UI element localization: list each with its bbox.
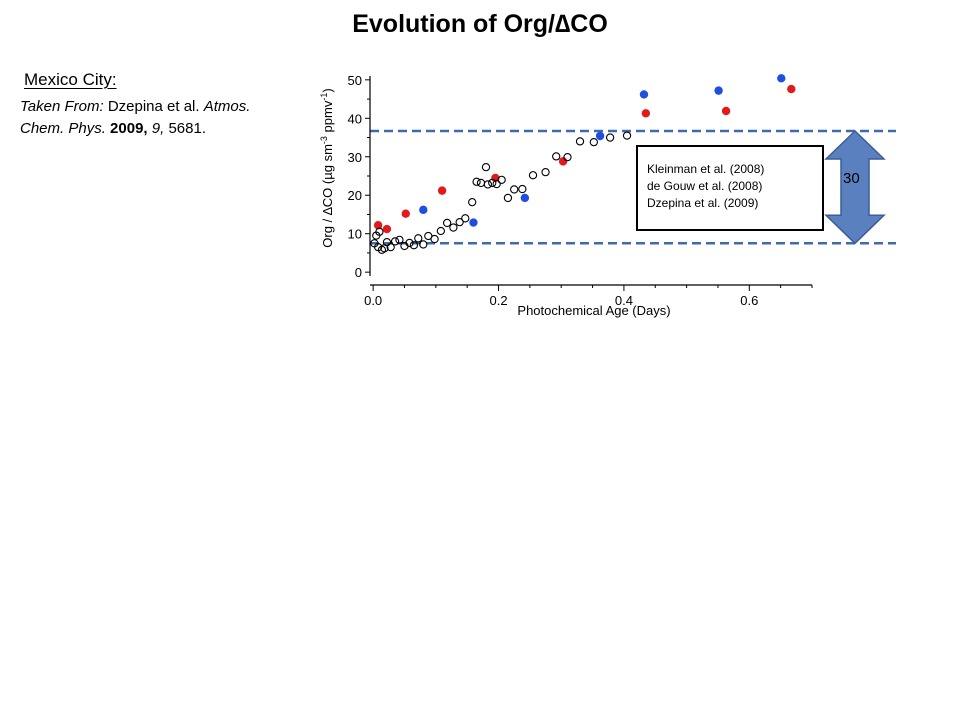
open-data-point bbox=[476, 178, 486, 188]
legend: Kleinman et al. (2008) de Gouw et al. (2… bbox=[636, 145, 824, 231]
open-data-point bbox=[528, 171, 538, 180]
chart-axes: 0 10 20 30 40 50 0.0 0.2 0.4 0.6 Photochemical Age… bbox=[319, 73, 813, 318]
open-data-point bbox=[503, 193, 513, 203]
y-axis-label-part: CO (µg sm bbox=[320, 144, 335, 207]
open-data-point bbox=[468, 198, 477, 207]
red-data-point bbox=[787, 84, 796, 94]
open-data-point bbox=[461, 214, 470, 223]
legend-entry-dzepina: Dzepina et al. (2009) bbox=[647, 196, 759, 210]
blue-data-point bbox=[714, 86, 723, 95]
red-data-point bbox=[437, 186, 447, 195]
red-data-point bbox=[721, 106, 731, 116]
x-tick-label: 0.4 bbox=[615, 293, 633, 308]
y-axis-label-part: ) bbox=[320, 88, 335, 92]
blue-data-point bbox=[777, 74, 786, 83]
open-data-point bbox=[492, 179, 501, 189]
red-data-point bbox=[401, 209, 410, 218]
range-arrow-shape bbox=[824, 129, 886, 245]
reference-lines bbox=[370, 129, 896, 245]
y-axis-label-part: -3 bbox=[319, 136, 329, 144]
open-data-point bbox=[414, 234, 423, 243]
open-data-point bbox=[481, 163, 491, 172]
open-data-point bbox=[575, 137, 585, 146]
open-data-point bbox=[419, 240, 428, 249]
blue-data-point bbox=[419, 205, 428, 215]
open-data-point bbox=[605, 133, 615, 142]
open-data-point bbox=[386, 243, 395, 252]
city-label: Mexico City: bbox=[24, 70, 117, 89]
y-axis-label-part: Org / bbox=[320, 215, 335, 248]
y-tick-label: 30 bbox=[348, 150, 362, 165]
y-tick-label: 0 bbox=[355, 265, 362, 280]
open-data-point bbox=[455, 218, 464, 227]
citation-year: 2009, bbox=[105, 120, 148, 137]
open-data-point bbox=[552, 152, 561, 161]
open-data-point bbox=[449, 223, 458, 232]
x-tick-label: 0.0 bbox=[364, 293, 382, 308]
open-data-point bbox=[395, 235, 404, 244]
open-data-point bbox=[436, 226, 445, 236]
citation-journal-part-2: Chem. Phys. bbox=[20, 120, 106, 137]
y-axis-label-part: -1 bbox=[319, 93, 329, 101]
y-axis-label-part: ppmv bbox=[320, 100, 335, 136]
open-data-point bbox=[409, 241, 419, 250]
y-tick-label: 40 bbox=[348, 111, 362, 126]
citation-volume: 9, bbox=[147, 120, 165, 137]
y-tick-label: 10 bbox=[348, 227, 362, 242]
y-tick-label: 20 bbox=[348, 188, 362, 203]
x-axis-label: Photochemical Age (Days) bbox=[517, 303, 670, 318]
y-axis-label-part: ∆ bbox=[320, 207, 335, 215]
open-data-point bbox=[405, 238, 414, 248]
range-arrow-label: 30 bbox=[843, 170, 860, 187]
y-tick-label: 50 bbox=[348, 73, 362, 88]
open-data-point bbox=[488, 178, 497, 188]
open-data-point bbox=[510, 185, 519, 194]
red-data-point bbox=[558, 157, 568, 166]
legend-entry-kleinman: Kleinman et al. (2008) bbox=[647, 162, 765, 176]
open-data-point bbox=[518, 184, 527, 194]
red-data-point bbox=[641, 109, 651, 118]
open-data-point bbox=[430, 234, 439, 244]
open-data-point bbox=[483, 180, 493, 189]
open-data-point bbox=[375, 227, 384, 236]
citation-journal-part-1: Atmos. bbox=[203, 98, 251, 115]
open-data-point bbox=[390, 237, 400, 246]
open-data-point bbox=[442, 218, 452, 228]
citation-pages: 5681. bbox=[164, 120, 206, 137]
blue-data-point bbox=[595, 131, 605, 141]
blue-data-point bbox=[469, 218, 478, 227]
slide-title: Evolution of Org/∆CO bbox=[352, 10, 608, 38]
x-tick-label: 0.2 bbox=[489, 293, 507, 308]
red-data-point bbox=[382, 224, 392, 234]
range-arrow bbox=[824, 129, 886, 245]
citation-line-2: Chem. Phys. 2009, 9, 5681. bbox=[20, 118, 250, 140]
red-data-point bbox=[373, 221, 383, 230]
legend-entry-degouw: de Gouw et al. (2008) bbox=[647, 179, 763, 193]
x-tick-label: 0.6 bbox=[740, 293, 758, 308]
open-data-point bbox=[541, 168, 550, 177]
citation: Taken From: Dzepina et al. Atmos. Chem. … bbox=[20, 96, 250, 140]
blue-data-point bbox=[639, 90, 649, 99]
data-points bbox=[370, 74, 796, 254]
open-data-point bbox=[563, 153, 572, 162]
y-axis-label: Org / ∆CO (µg sm-3 ppmv-1) bbox=[319, 88, 335, 247]
open-data-point bbox=[497, 175, 506, 184]
open-data-point bbox=[622, 131, 632, 140]
open-data-point bbox=[589, 138, 598, 147]
open-data-point bbox=[472, 177, 481, 186]
citation-source-label: Taken From: bbox=[20, 98, 104, 115]
citation-authors: Dzepina et al. bbox=[103, 98, 204, 115]
citation-line-1: Taken From: Dzepina et al. Atmos. bbox=[20, 96, 250, 118]
blue-data-point bbox=[520, 193, 530, 203]
